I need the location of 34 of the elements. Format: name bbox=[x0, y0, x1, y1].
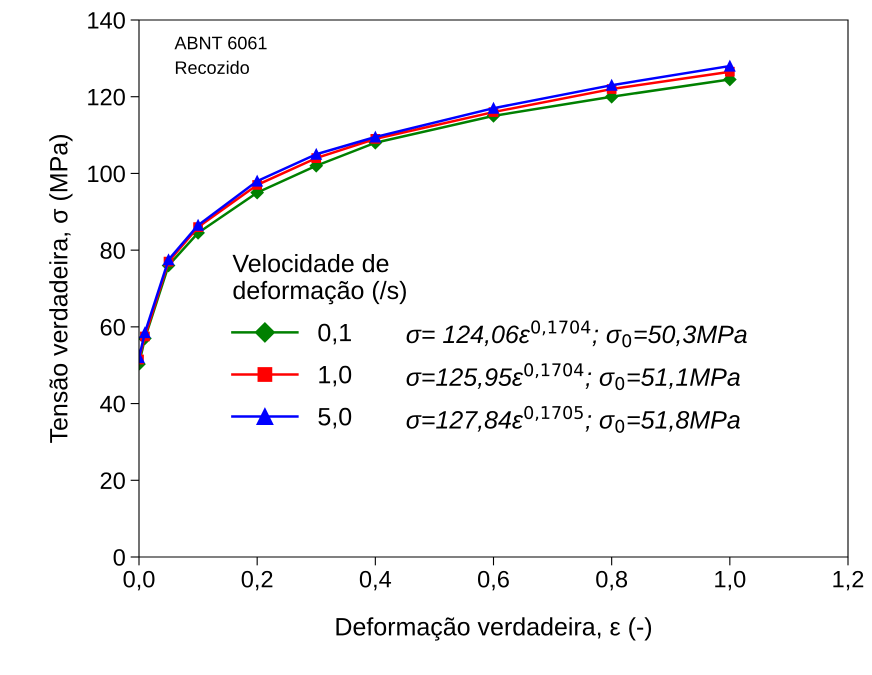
y-tick-label: 120 bbox=[88, 88, 125, 106]
y-axis-title: Tensão verdadeira, σ (MPa) bbox=[49, 135, 73, 443]
legend-title: Velocidade de deformação (/s) bbox=[232, 254, 406, 304]
x-tick-label: 1,2 bbox=[833, 570, 864, 590]
point bbox=[488, 102, 500, 114]
point bbox=[724, 60, 736, 72]
y-tick-label: 60 bbox=[100, 318, 125, 336]
y-tick-label: 100 bbox=[88, 165, 125, 182]
y-tick-label: 40 bbox=[100, 396, 125, 412]
legend-label: 5,0 bbox=[318, 408, 352, 428]
point bbox=[370, 131, 381, 143]
x-tick-label: 0,6 bbox=[478, 570, 509, 590]
annotation: σ= 124,06ε$^{0,1704}$; σ$_{0}$=50,3MPa bbox=[406, 320, 747, 348]
point bbox=[310, 148, 322, 160]
annotation: ABNT 6061 Recozido bbox=[174, 36, 267, 74]
x-axis-title: Deformação verdadeira, ε (-) bbox=[336, 617, 652, 641]
x-tick-label: 1,0 bbox=[715, 570, 746, 590]
legend-label: 0,1 bbox=[318, 324, 351, 344]
y-tick-label: 0 bbox=[114, 549, 125, 566]
y-tick-label: 80 bbox=[100, 242, 125, 259]
annotation: σ=125,95ε$^{0,1704}$; σ$_{0}$=51,1MPa bbox=[406, 363, 740, 390]
x-tick-label: 0,4 bbox=[360, 570, 392, 590]
x-tick-label: 0,2 bbox=[242, 570, 272, 590]
x-tick-label: 0,0 bbox=[124, 570, 154, 590]
point bbox=[162, 254, 174, 266]
y-tick-label: 140 bbox=[88, 12, 125, 29]
point bbox=[139, 327, 150, 338]
point bbox=[606, 80, 618, 91]
point bbox=[252, 176, 263, 187]
x-tick-label: 0,8 bbox=[596, 570, 628, 590]
point bbox=[192, 220, 204, 231]
annotation: σ=127,84ε$^{0,1705}$; σ$_{0}$=51,8MPa bbox=[406, 406, 740, 433]
y-tick-label: 20 bbox=[100, 472, 125, 490]
legend-label: 1,0 bbox=[319, 366, 352, 386]
